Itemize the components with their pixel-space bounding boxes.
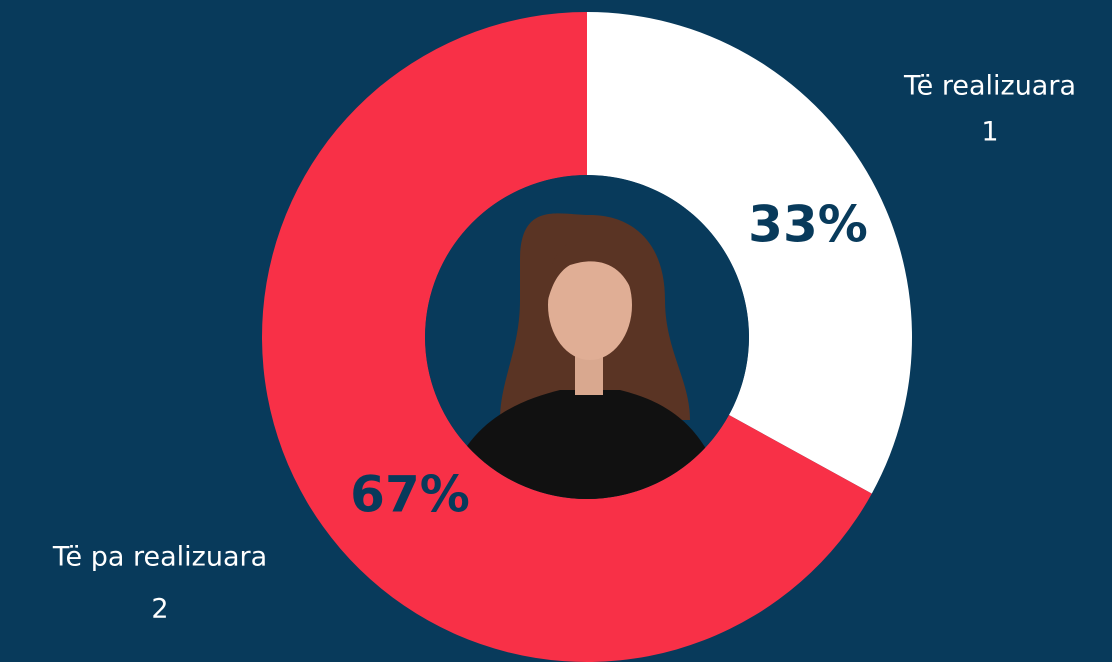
donut-slice [587, 12, 912, 494]
count-label: 2 [151, 594, 168, 625]
count-label: 1 [981, 117, 998, 148]
percent-label: 33% [748, 196, 868, 254]
category-label: Të pa realizuara [52, 542, 267, 573]
category-label: Të realizuara [903, 71, 1076, 102]
donut [262, 12, 912, 662]
donut-slice [262, 12, 872, 662]
percent-label: 67% [350, 466, 470, 524]
